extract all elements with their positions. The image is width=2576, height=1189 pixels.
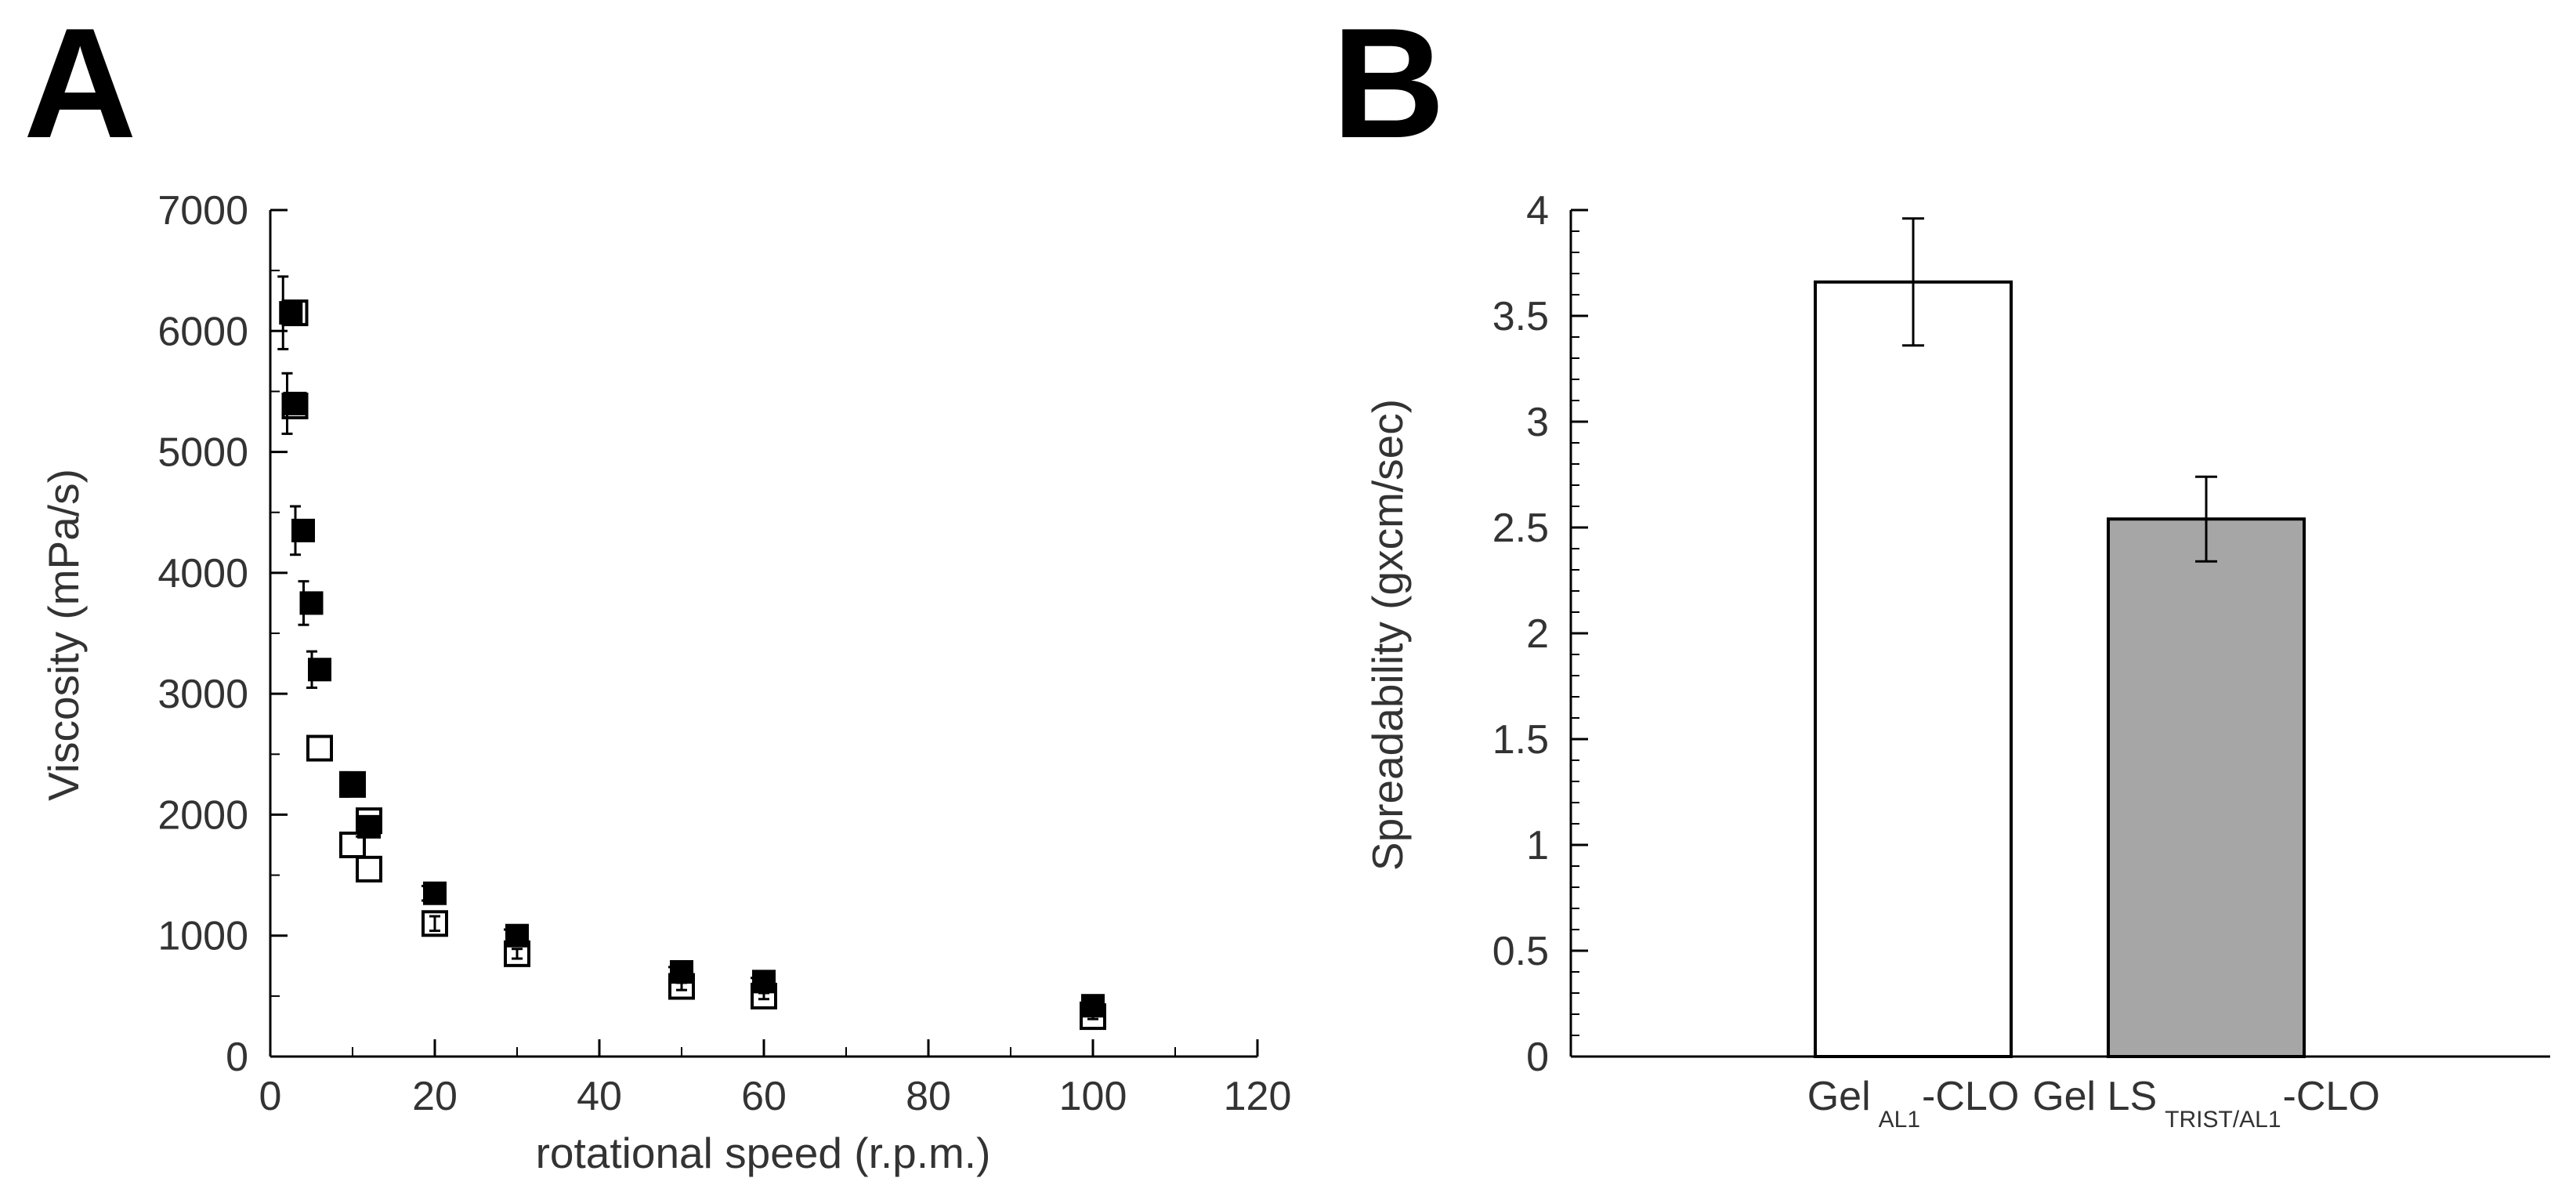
panel-a-x-axis-label: rotational speed (r.p.m.) [536, 1129, 991, 1177]
panel-b-y-axis-label: Spreadability (gxcm/sec) [1363, 399, 1412, 871]
panel-a-y-tick-label: 5000 [157, 430, 248, 476]
panel-a-y-axis-label: Viscosity (mPa/s) [39, 469, 88, 801]
category-main-text: Gel [1807, 1074, 1871, 1119]
panel-b-bar [2107, 517, 2306, 1058]
panel-a-point-open [339, 832, 366, 858]
category-suffix: -CLO [1922, 1074, 2019, 1119]
panel-a-marks [277, 275, 1106, 1031]
panel-b-label: B [1332, 0, 1445, 171]
panel-b-y-tick-label: 3 [1526, 400, 1549, 445]
panel-a-y-tick-label: 0 [226, 1035, 248, 1080]
panel-a-point-filled [357, 814, 381, 839]
panel-a-point-open [421, 910, 448, 937]
panel-a-point-open [281, 299, 309, 327]
panel-a-y-tick-label: 2000 [157, 792, 248, 838]
panel-a-point-filled [341, 772, 364, 796]
panel-b-y-tick-label: 4 [1526, 188, 1549, 234]
panel-b-y-tick-label: 2.5 [1492, 506, 1549, 551]
panel-a-axes [269, 210, 1257, 1058]
panel-a-point-filled [291, 518, 315, 542]
panel-a-x-tick-label: 60 [741, 1074, 787, 1119]
panel-a-y-tick-label: 1000 [157, 914, 248, 959]
panel-a-y-tick-label: 3000 [157, 672, 248, 717]
panel-a-y-tick-label: 4000 [157, 551, 248, 596]
panel-a-y-tick-label: 7000 [157, 188, 248, 234]
category-main-text: Gel LS [2032, 1074, 2157, 1119]
panel-b-category-label: Gel LS TRIST/AL1-CLO [2032, 1074, 2380, 1133]
panel-a-point-open [504, 940, 530, 967]
panel-a-x-tick-label: 20 [412, 1074, 458, 1119]
panel-b-axes [1569, 210, 2550, 1058]
category-suffix: -CLO [2283, 1074, 2380, 1119]
panel-a-point-open [339, 770, 366, 798]
panel-a-point-open [668, 973, 695, 1000]
panel-a-x-tick-label: 100 [1059, 1074, 1127, 1119]
panel-a-point-filled [752, 970, 776, 994]
panel-a-point-open [751, 982, 777, 1010]
panel-a-y-tick-label: 6000 [157, 309, 248, 354]
panel-b-y-tick-label: 1 [1526, 823, 1549, 868]
panel-a-x-tick-label: 80 [906, 1074, 951, 1119]
panel-b-y-tick-label: 0 [1526, 1035, 1549, 1080]
category-subscript: TRIST/AL1 [2165, 1107, 2281, 1133]
panel-a-point-open [356, 807, 382, 835]
panel-b: B 00.511.522.533.54 GelAL1-CLO Gel LSTRIS… [1332, 0, 2550, 1133]
panel-a-point-filled [505, 923, 529, 948]
panel-a-x-tick-label: 0 [259, 1074, 282, 1119]
panel-b-y-tick-label: 3.5 [1492, 294, 1549, 339]
panel-b-bar [1814, 280, 2013, 1058]
panel-a-x-tick-label: 40 [577, 1074, 622, 1119]
panel-b-y-tick-label: 1.5 [1492, 717, 1549, 763]
panel-a-point-open [281, 392, 309, 419]
panel-a-point-open [306, 734, 333, 762]
panel-b-category-labels: GelAL1-CLO Gel LSTRIST/AL1-CLO [1807, 1074, 2380, 1133]
panel-b-marks [1814, 217, 2306, 1058]
panel-a-point-filled [308, 658, 331, 682]
panel-a-x-tick-label: 120 [1224, 1074, 1292, 1119]
category-subscript: AL1 [1879, 1107, 1920, 1133]
panel-b-y-tick-label: 2 [1526, 611, 1549, 657]
panel-b-y-tick-label: 0.5 [1492, 929, 1549, 974]
panel-a-point-filled [423, 881, 447, 905]
panel-a-point-filled [299, 591, 324, 615]
panel-a-point-filled [670, 960, 693, 984]
panel-a-label: A [24, 0, 136, 171]
panel-b-category-label: Gel AL1-CLO [1807, 1074, 2020, 1133]
panel-a-point-open [1080, 1003, 1106, 1031]
panel-b-ticks: 0 0.5 1 1.5 2 2.5 3 3.5 4 [1492, 188, 1588, 1080]
panel-a-ticks: 0 1000 2000 3000 4000 5000 6000 7000 0 20 40 60 80 10… [157, 188, 1291, 1119]
panel-a: A 0 1000 2000 3000 4000 5000 6000 7000 0 20 40 60 80… [24, 0, 1291, 1177]
panel-a-point-open [356, 855, 382, 883]
